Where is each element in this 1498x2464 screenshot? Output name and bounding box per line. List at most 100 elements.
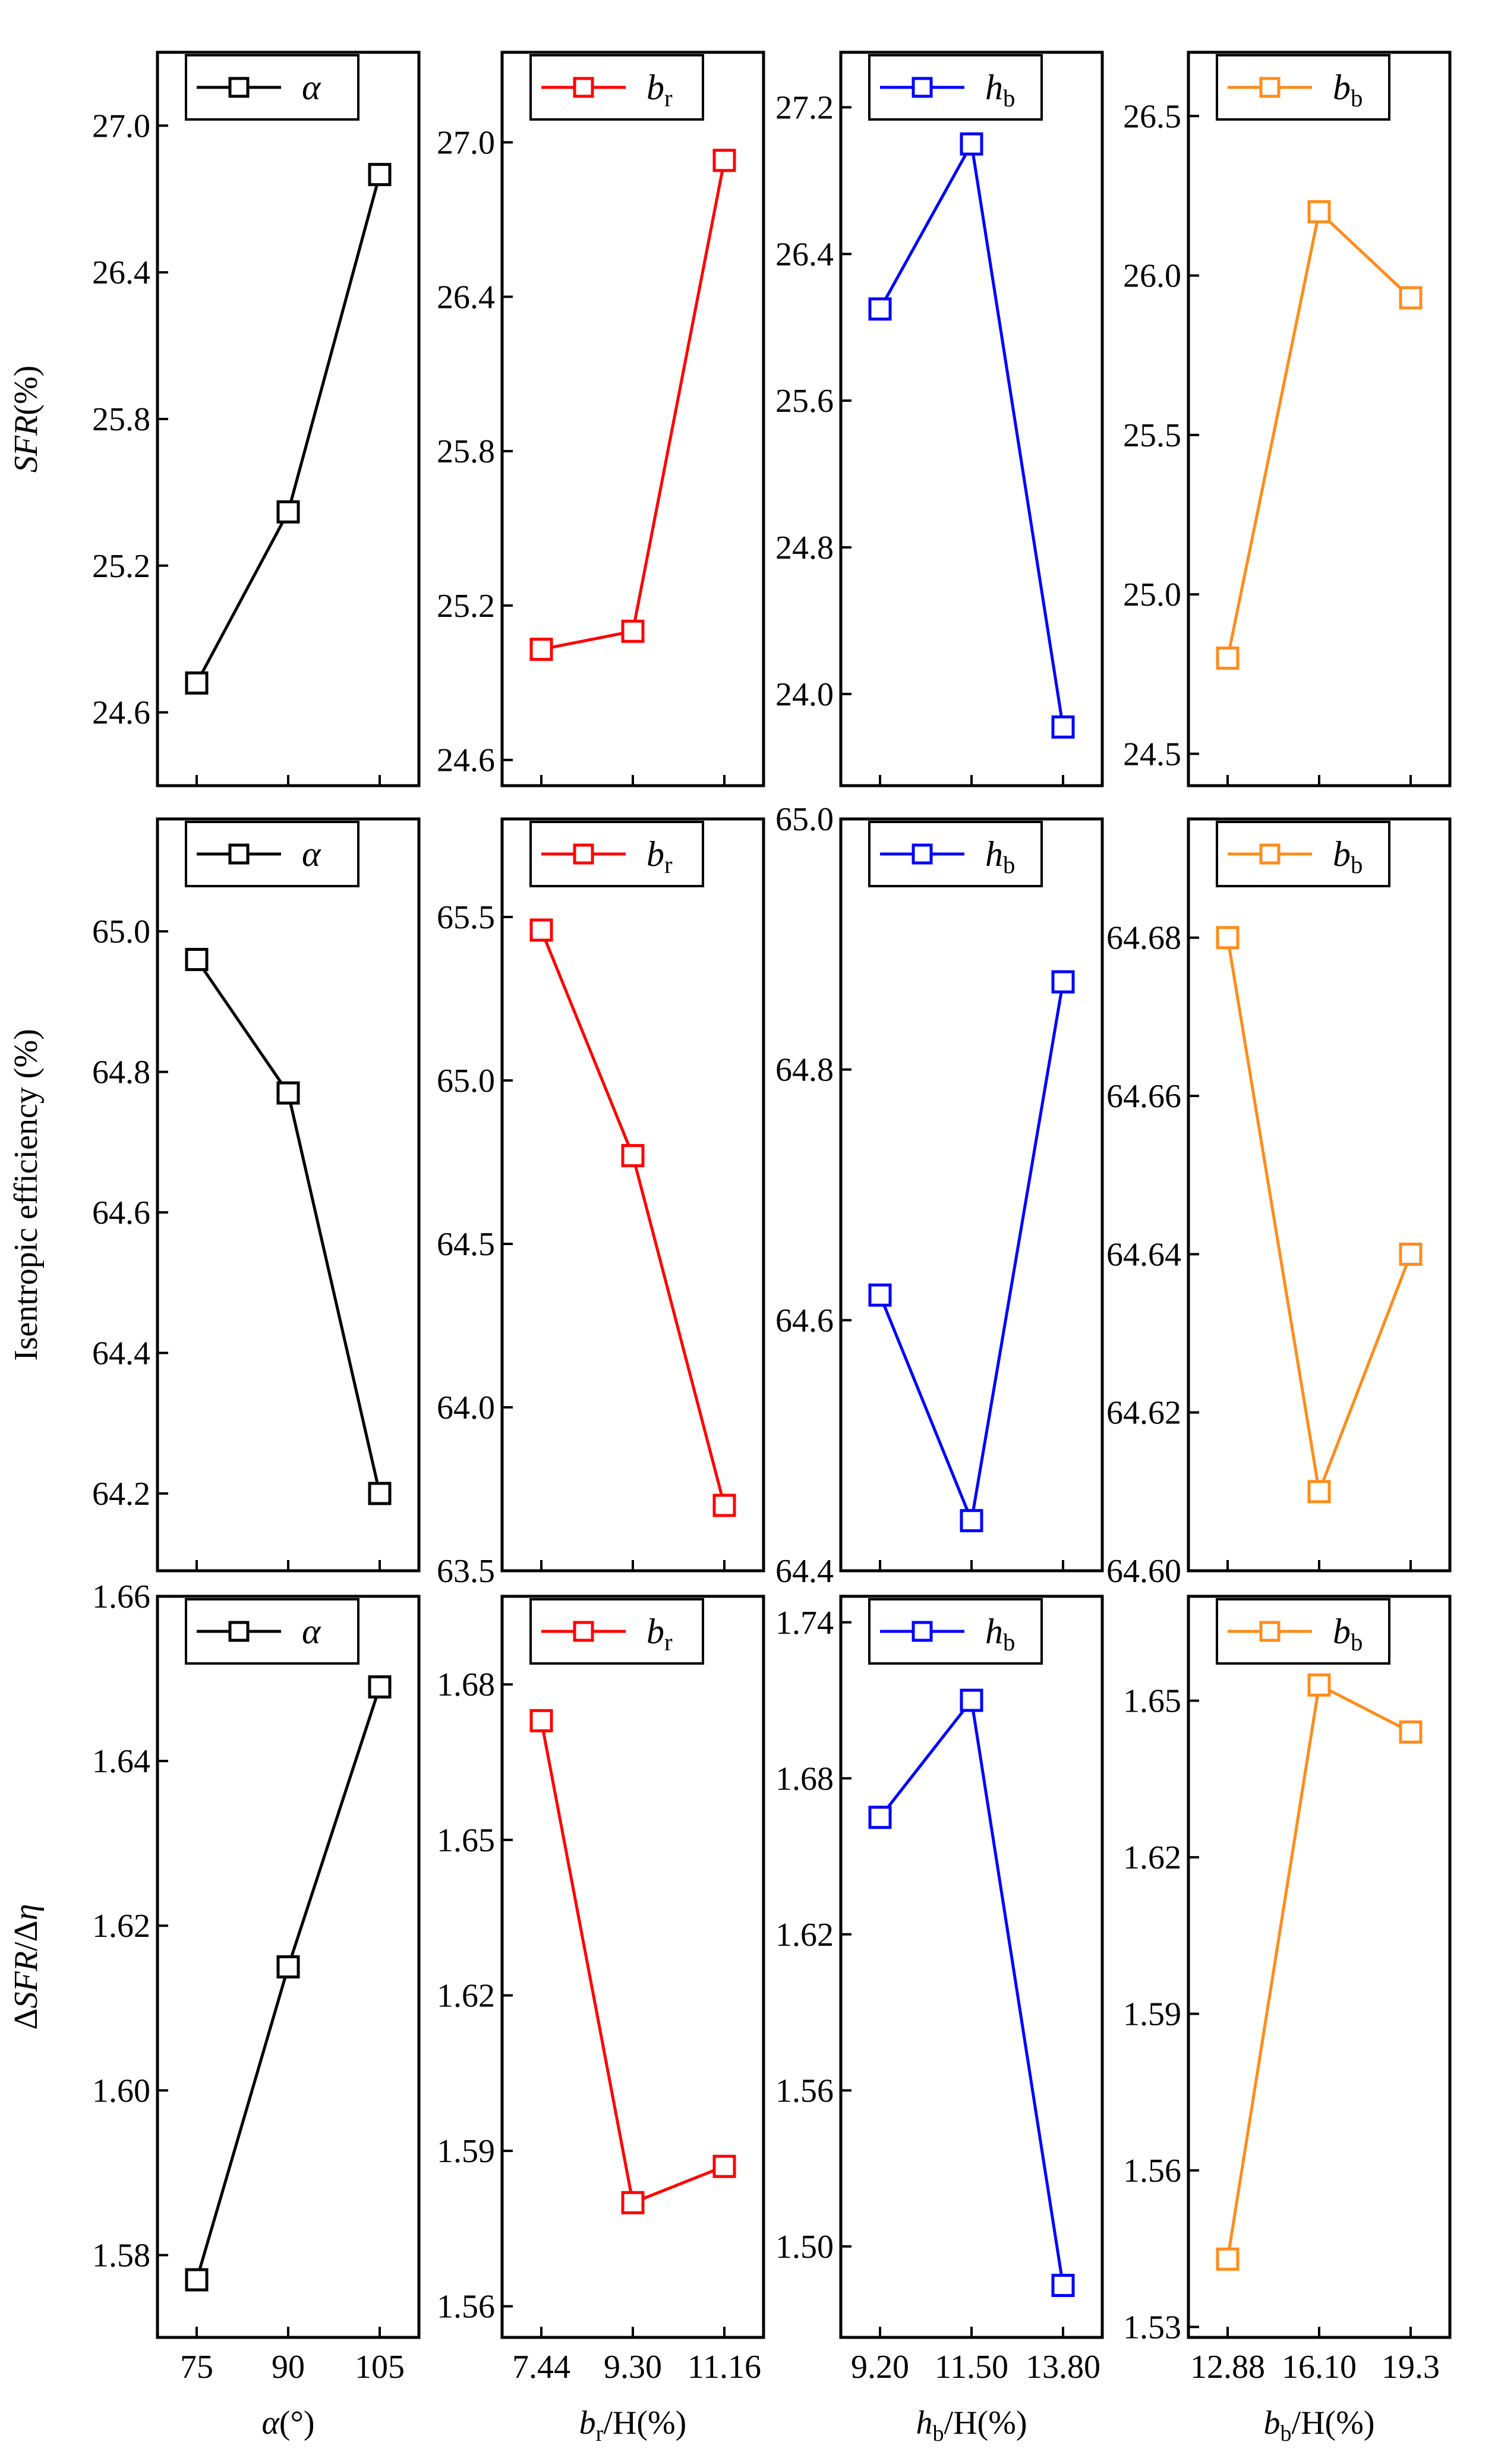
legend-label-main: b <box>1333 68 1351 107</box>
legend-marker <box>573 77 594 98</box>
data-point-marker <box>1051 2273 1075 2297</box>
data-point-marker <box>276 1955 300 1978</box>
y-tick-label: 26.4 <box>92 254 150 291</box>
chart-panel-r2-c1: 64.2 64.4 64.6 64.8 65.0 α <box>92 817 421 1573</box>
legend-label-main: b <box>646 834 664 874</box>
x-axis-title-col3-part: h <box>916 2405 933 2441</box>
data-point-marker <box>529 918 553 942</box>
data-point-marker <box>1051 970 1075 994</box>
legend-label-main: α <box>302 834 321 874</box>
data-point-marker <box>1216 926 1240 950</box>
y-tick-label: 1.62 <box>437 1977 495 2014</box>
y-tick-label: 1.62 <box>92 1908 150 1945</box>
chart-panel-r1-c1: 24.6 25.2 25.8 26.4 27.0 α <box>92 51 421 787</box>
y-tick-label: 64.8 <box>92 1054 150 1091</box>
y-tick-label: 65.0 <box>92 913 150 950</box>
y-tick-label: 27.0 <box>92 108 150 144</box>
legend-marker <box>573 1621 594 1642</box>
legend-marker <box>573 843 594 865</box>
x-tick-label: 11.16 <box>687 2349 761 2386</box>
y-tick-label: 1.66 <box>92 1578 150 1615</box>
legend-label: br <box>646 834 673 878</box>
y-tick-label: 1.56 <box>437 2289 495 2326</box>
x-tick-label: 9.30 <box>604 2349 662 2386</box>
data-point-marker <box>1307 1480 1331 1504</box>
data-point-marker <box>529 1709 553 1732</box>
legend-marker <box>1259 843 1281 865</box>
legend-label-main: h <box>985 1612 1003 1651</box>
x-tick-label: 9.20 <box>851 2349 909 2386</box>
data-point-marker <box>960 132 983 156</box>
chart-panel-r2-c3: 64.4 64.6 64.8 65.0 hb <box>775 801 1104 1590</box>
y-tick-label: 1.56 <box>775 2072 834 2109</box>
y-tick-label: 25.2 <box>437 588 495 625</box>
chart-panel-r1-c2: 24.6 25.2 25.8 26.4 27.0 br <box>437 51 765 787</box>
y-tick-label: 64.4 <box>92 1335 150 1372</box>
y-tick-label: 24.8 <box>775 530 834 566</box>
y-axis-title-row1: SFR(%) <box>8 365 45 472</box>
x-tick-label: 19.3 <box>1382 2349 1440 2386</box>
chart-panel-r3-c3: 1.50 1.56 1.62 1.68 1.74 9.20 11.50 13.80 hb <box>775 1595 1104 2386</box>
data-point-marker <box>1216 646 1240 670</box>
legend-label-sub: b <box>1351 1629 1363 1656</box>
y-tick-label: 26.4 <box>437 279 495 316</box>
y-tick-label: 64.4 <box>775 1553 834 1590</box>
data-point-marker <box>185 671 209 695</box>
x-tick-label: 7.44 <box>512 2349 570 2386</box>
data-point-marker <box>868 297 892 321</box>
legend: α <box>185 821 359 887</box>
y-tick-label: 64.6 <box>92 1195 150 1231</box>
legend-label-sub: r <box>664 85 673 112</box>
y-tick-label: 27.2 <box>775 90 834 127</box>
y-tick-label: 64.0 <box>437 1389 495 1426</box>
y-axis-title-row3: ΔSFR/Δη <box>8 1904 45 2030</box>
data-point-marker <box>712 1493 736 1517</box>
y-tick-label: 26.5 <box>1123 98 1181 135</box>
y-tick-label: 1.62 <box>1123 1839 1181 1876</box>
legend-marker <box>912 77 933 98</box>
x-axis-title-col3-part: /H(%) <box>944 2405 1027 2441</box>
legend-label-main: α <box>302 68 321 107</box>
data-point-marker <box>1216 2247 1240 2271</box>
y-tick-label: 24.6 <box>437 742 495 779</box>
chart-panel-r2-c2: 63.5 64.0 64.5 65.0 65.5 br <box>437 817 765 1590</box>
y-tick-label: 1.64 <box>92 1743 150 1780</box>
data-point-marker <box>960 1509 983 1533</box>
legend-label-main: h <box>985 68 1003 107</box>
y-tick-label: 1.68 <box>437 1666 495 1703</box>
y-tick-label: 64.60 <box>1106 1553 1181 1590</box>
legend-label: hb <box>985 68 1015 112</box>
x-tick-label: 16.10 <box>1282 2349 1357 2386</box>
y-tick-label: 1.74 <box>775 1605 834 1641</box>
data-point-marker <box>1399 1242 1423 1266</box>
y-tick-label: 25.6 <box>775 383 834 420</box>
legend: br <box>529 54 704 121</box>
x-axis-title-col3: hb/H(%) <box>916 2405 1027 2446</box>
y-tick-label: 64.6 <box>775 1302 834 1339</box>
legend-label-main: b <box>1333 834 1351 874</box>
y-tick-label: 25.8 <box>437 433 495 470</box>
legend-label-main: b <box>646 1612 664 1651</box>
legend-label: bb <box>1333 1612 1363 1656</box>
y-tick-label: 26.4 <box>775 236 834 273</box>
x-axis-title-col4-part: b <box>1264 2405 1281 2441</box>
legend: br <box>529 821 704 887</box>
legend-marker <box>912 1621 933 1642</box>
x-axis-title-col2-part: /H(%) <box>603 2405 686 2441</box>
legend-marker <box>228 77 250 98</box>
y-tick-label: 65.0 <box>775 801 834 838</box>
y-tick-label: 64.64 <box>1106 1236 1181 1273</box>
data-point-marker <box>368 1675 392 1699</box>
y-tick-label: 25.5 <box>1123 417 1181 454</box>
legend-label: α <box>302 834 321 874</box>
y-axis-title-row2-part: Isentropic efficiency (%) <box>8 1029 45 1361</box>
y-axis-title-row1-part: (%) <box>8 365 45 415</box>
x-axis-title-col2-part: b <box>579 2405 596 2441</box>
legend: α <box>185 54 359 121</box>
y-tick-label: 25.2 <box>92 548 150 585</box>
legend-label: α <box>302 68 321 107</box>
y-tick-label: 1.65 <box>437 1822 495 1859</box>
x-axis-title-col4-part: /H(%) <box>1292 2405 1375 2441</box>
y-tick-label: 65.0 <box>437 1063 495 1099</box>
